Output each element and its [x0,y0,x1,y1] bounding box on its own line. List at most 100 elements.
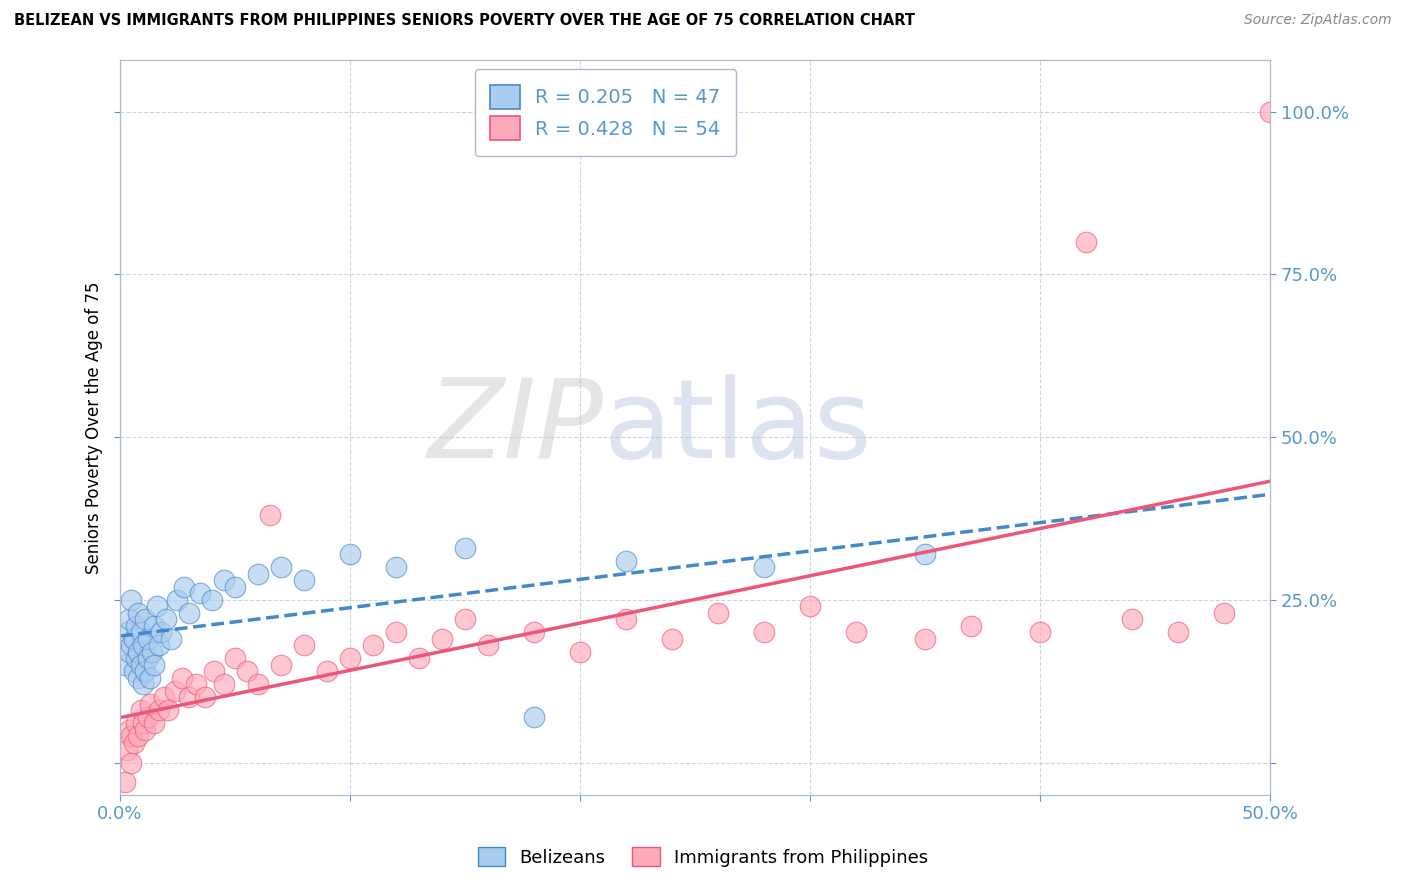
Text: BELIZEAN VS IMMIGRANTS FROM PHILIPPINES SENIORS POVERTY OVER THE AGE OF 75 CORRE: BELIZEAN VS IMMIGRANTS FROM PHILIPPINES … [14,13,915,29]
Y-axis label: Seniors Poverty Over the Age of 75: Seniors Poverty Over the Age of 75 [86,281,103,574]
Point [430,632,453,646]
Point [127,606,149,620]
Point [121,592,143,607]
Text: ZIP: ZIP [427,374,603,481]
Point [212,677,235,691]
Point [121,756,143,770]
Point [134,612,156,626]
Point [339,651,361,665]
Point [270,657,292,672]
Point [235,665,257,679]
Point [136,710,159,724]
Point [172,671,194,685]
Legend: Belizeans, Immigrants from Philippines: Belizeans, Immigrants from Philippines [471,840,935,874]
Point [122,665,145,679]
Point [614,554,637,568]
Point [914,632,936,646]
Point [224,580,246,594]
Point [914,547,936,561]
Text: Source: ZipAtlas.com: Source: ZipAtlas.com [1244,13,1392,28]
Point [177,606,200,620]
Point [121,639,143,653]
Point [132,677,155,691]
Point [165,684,187,698]
Point [146,599,169,614]
Point [960,619,983,633]
Point [114,657,136,672]
Point [194,690,217,705]
Point [1076,235,1098,249]
Point [454,612,477,626]
Point [754,560,776,574]
Point [212,574,235,588]
Point [569,645,592,659]
Point [115,625,138,640]
Point [143,619,166,633]
Point [125,619,148,633]
Point [118,612,141,626]
Point [190,586,212,600]
Point [155,612,177,626]
Point [184,677,207,691]
Legend: R = 0.205   N = 47, R = 0.428   N = 54: R = 0.205 N = 47, R = 0.428 N = 54 [475,70,735,156]
Point [173,580,195,594]
Point [385,625,408,640]
Point [125,716,148,731]
Point [661,632,683,646]
Point [166,592,188,607]
Point [202,665,225,679]
Point [121,730,143,744]
Point [159,632,181,646]
Point [118,645,141,659]
Point [1213,606,1236,620]
Point [754,625,776,640]
Point [136,651,159,665]
Point [136,632,159,646]
Point [1260,104,1282,119]
Point [247,566,270,581]
Point [127,730,149,744]
Point [339,547,361,561]
Point [139,697,162,711]
Point [799,599,821,614]
Point [127,671,149,685]
Point [224,651,246,665]
Point [316,665,339,679]
Point [1121,612,1143,626]
Point [408,651,430,665]
Point [477,639,499,653]
Point [129,703,152,717]
Point [118,723,141,737]
Point [707,606,730,620]
Point [845,625,868,640]
Point [201,592,224,607]
Point [148,703,170,717]
Point [292,639,315,653]
Point [141,645,163,659]
Point [132,639,155,653]
Point [125,651,148,665]
Point [152,690,174,705]
Point [177,690,200,705]
Point [523,710,546,724]
Point [614,612,637,626]
Point [259,508,281,523]
Point [127,645,149,659]
Point [1167,625,1189,640]
Point [134,665,156,679]
Point [247,677,270,691]
Point [129,625,152,640]
Point [148,639,170,653]
Point [270,560,292,574]
Point [122,736,145,750]
Point [122,632,145,646]
Point [115,742,138,756]
Point [114,775,136,789]
Point [292,574,315,588]
Point [143,657,166,672]
Point [150,625,173,640]
Point [385,560,408,574]
Point [157,703,180,717]
Text: atlas: atlas [603,374,872,481]
Point [132,716,155,731]
